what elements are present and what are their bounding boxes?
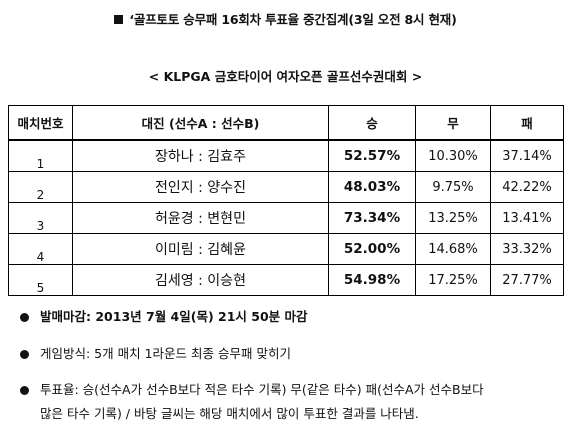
win-rate-cell: 52.57%	[328, 139, 416, 172]
win-rate-cell: 48.03%	[328, 171, 416, 203]
match-number-cell: 1	[8, 139, 73, 172]
note-vote-rate-line2: 많은 타수 기록) / 바탕 글씨는 해당 매치에서 많이 투표한 결과를 나타…	[40, 406, 419, 421]
lose-rate-cell: 37.14%	[490, 139, 564, 172]
lose-rate-cell: 13.41%	[490, 202, 564, 234]
page-title-text: ‘골프토토 승무패 16회차 투표율 중간집계(3일 오전 8시 현재)	[129, 12, 457, 27]
match-number-cell: 3	[8, 202, 73, 234]
matchup-cell: 김세영 : 이승현	[72, 264, 329, 296]
note-game-method: 게임방식: 5개 매치 1라운드 최종 승무패 맞히기	[20, 342, 291, 366]
draw-rate-cell: 17.25%	[415, 264, 491, 296]
note-deadline: 발매마감: 2013년 7월 4일(목) 21시 50분 마감	[20, 305, 308, 329]
matchup-cell: 장하나 : 김효주	[72, 139, 329, 172]
draw-rate-cell: 10.30%	[415, 139, 491, 172]
column-header-win: 승	[328, 105, 416, 141]
win-rate-cell: 54.98%	[328, 264, 416, 296]
draw-rate-cell: 14.68%	[415, 233, 491, 265]
lose-rate-cell: 27.77%	[490, 264, 564, 296]
square-bullet-icon	[114, 15, 124, 24]
match-number-cell: 2	[8, 171, 73, 203]
table-header-row: 매치번호 대진 (선수A : 선수B) 승 무 패	[8, 105, 564, 141]
bullet-dot-icon	[20, 313, 29, 322]
matchup-cell: 허윤경 : 변현민	[72, 202, 329, 234]
bullet-dot-icon	[20, 386, 29, 395]
bullet-dot-icon	[20, 350, 29, 359]
note-game-method-text: 게임방식: 5개 매치 1라운드 최종 승무패 맞히기	[40, 346, 291, 361]
match-number-cell: 5	[8, 264, 73, 296]
draw-rate-cell: 9.75%	[415, 171, 491, 203]
column-header-match-number: 매치번호	[8, 105, 73, 141]
note-vote-rate: 투표율: 승(선수A가 선수B보다 적은 타수 기록) 무(같은 타수) 패(선…	[20, 378, 484, 426]
draw-rate-cell: 13.25%	[415, 202, 491, 234]
table-row: 5 김세영 : 이승현 54.98% 17.25% 27.77%	[8, 264, 564, 296]
column-header-matchup: 대진 (선수A : 선수B)	[72, 105, 329, 141]
column-header-lose: 패	[490, 105, 564, 141]
matchup-cell: 전인지 : 양수진	[72, 171, 329, 203]
event-subtitle: < KLPGA 금호타이어 여자오픈 골프선수권대회 >	[148, 69, 423, 84]
win-rate-cell: 52.00%	[328, 233, 416, 265]
column-header-draw: 무	[415, 105, 491, 141]
table-row: 4 이미림 : 김혜윤 52.00% 14.68% 33.32%	[8, 233, 564, 265]
lose-rate-cell: 42.22%	[490, 171, 564, 203]
match-number-cell: 4	[8, 233, 73, 265]
matchup-cell: 이미림 : 김혜윤	[72, 233, 329, 265]
table-row: 3 허윤경 : 변현민 73.34% 13.25% 13.41%	[8, 202, 564, 234]
vote-rate-table: 매치번호 대진 (선수A : 선수B) 승 무 패 1 장하나 : 김효주 52…	[8, 105, 564, 296]
note-vote-rate-line1: 투표율: 승(선수A가 선수B보다 적은 타수 기록) 무(같은 타수) 패(선…	[40, 382, 484, 397]
table-row: 2 전인지 : 양수진 48.03% 9.75% 42.22%	[8, 171, 564, 203]
table-row: 1 장하나 : 김효주 52.57% 10.30% 37.14%	[8, 139, 564, 172]
note-deadline-text: 발매마감: 2013년 7월 4일(목) 21시 50분 마감	[40, 309, 308, 324]
page-title: ‘골프토토 승무패 16회차 투표율 중간집계(3일 오전 8시 현재)	[0, 9, 571, 28]
win-rate-cell: 73.34%	[328, 202, 416, 234]
lose-rate-cell: 33.32%	[490, 233, 564, 265]
